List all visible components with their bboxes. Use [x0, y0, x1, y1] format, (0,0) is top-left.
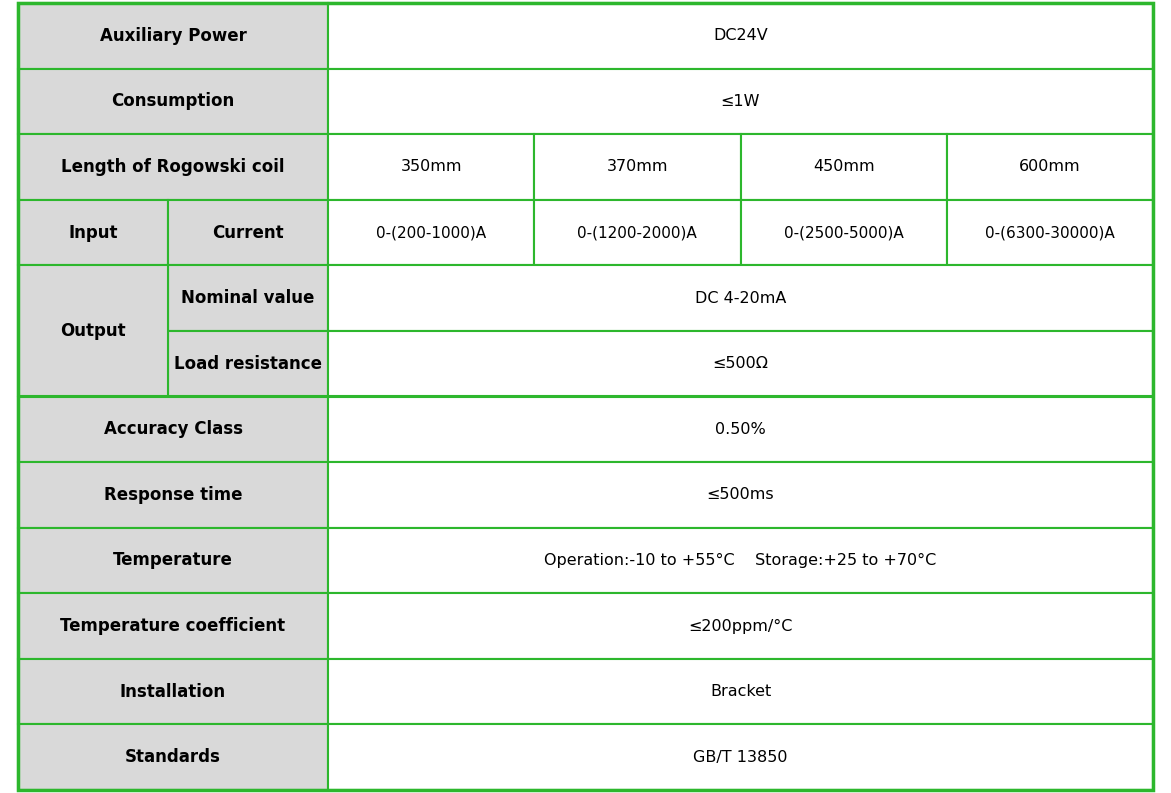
Text: DC 4-20mA: DC 4-20mA	[694, 290, 786, 305]
Bar	[946, 134, 1153, 200]
Text: Length of Rogowski coil: Length of Rogowski coil	[61, 158, 285, 176]
Bar	[328, 331, 1153, 396]
Text: Response time: Response time	[104, 486, 242, 504]
Text: 350mm: 350mm	[400, 159, 461, 174]
Text: DC24V: DC24V	[713, 29, 768, 44]
Text: Standards: Standards	[125, 749, 221, 766]
Bar	[534, 200, 740, 266]
Text: 0-(1200-2000)A: 0-(1200-2000)A	[577, 225, 697, 240]
Text: Installation: Installation	[119, 683, 226, 701]
Text: Bracket: Bracket	[710, 684, 772, 699]
Text: 0.50%: 0.50%	[715, 422, 766, 437]
Bar	[167, 266, 328, 331]
Text: 370mm: 370mm	[607, 159, 669, 174]
Text: Load resistance: Load resistance	[174, 354, 322, 373]
Text: ≤1W: ≤1W	[720, 94, 760, 109]
Text: Temperature: Temperature	[114, 551, 233, 569]
Bar	[18, 266, 167, 396]
Bar	[18, 396, 328, 462]
Text: 600mm: 600mm	[1019, 159, 1081, 174]
Bar	[328, 68, 1153, 134]
Bar	[328, 725, 1153, 790]
Text: Consumption: Consumption	[111, 92, 234, 110]
Bar	[534, 134, 740, 200]
Text: Temperature coefficient: Temperature coefficient	[61, 617, 286, 635]
Text: 0-(200-1000)A: 0-(200-1000)A	[376, 225, 486, 240]
Bar	[167, 331, 328, 396]
Text: 450mm: 450mm	[813, 159, 875, 174]
Text: Output: Output	[60, 322, 125, 340]
Text: Input: Input	[68, 224, 118, 242]
Text: ≤200ppm/°C: ≤200ppm/°C	[689, 619, 793, 634]
Bar	[328, 593, 1153, 659]
Text: GB/T 13850: GB/T 13850	[693, 749, 788, 764]
Bar	[18, 200, 167, 266]
Bar	[18, 593, 328, 659]
Text: ≤500Ω: ≤500Ω	[712, 356, 768, 371]
Bar	[18, 134, 328, 200]
Bar	[18, 725, 328, 790]
Bar	[167, 200, 328, 266]
Bar	[18, 659, 328, 725]
Text: ≤500ms: ≤500ms	[706, 488, 774, 503]
Text: Accuracy Class: Accuracy Class	[103, 420, 242, 439]
Bar	[18, 527, 328, 593]
Text: Auxiliary Power: Auxiliary Power	[100, 27, 246, 44]
Text: Nominal value: Nominal value	[182, 289, 315, 307]
Bar	[740, 134, 946, 200]
Text: Current: Current	[212, 224, 283, 242]
Bar	[328, 396, 1153, 462]
Text: 0-(6300-30000)A: 0-(6300-30000)A	[985, 225, 1115, 240]
Bar	[328, 134, 534, 200]
Bar	[18, 68, 328, 134]
Bar	[328, 200, 534, 266]
Bar	[328, 3, 1153, 68]
Bar	[18, 3, 328, 68]
Bar	[328, 266, 1153, 331]
Bar	[946, 200, 1153, 266]
Bar	[328, 462, 1153, 527]
Bar	[328, 527, 1153, 593]
Bar	[740, 200, 946, 266]
Text: 0-(2500-5000)A: 0-(2500-5000)A	[783, 225, 904, 240]
Bar	[18, 462, 328, 527]
Text: Operation:-10 to +55°C    Storage:+25 to +70°C: Operation:-10 to +55°C Storage:+25 to +7…	[545, 553, 937, 568]
Bar	[328, 659, 1153, 725]
